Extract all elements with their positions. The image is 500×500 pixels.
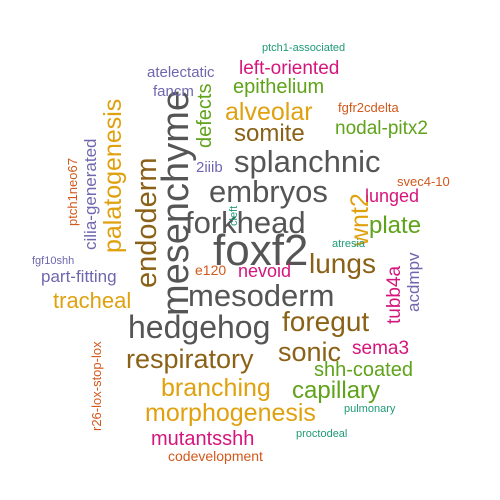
word-fgfr2cdelta: fgfr2cdelta [338,100,399,115]
word-tracheal: tracheal [53,288,132,313]
word-tubb4a: tubb4a [384,265,405,324]
word-branching: branching [161,374,271,402]
word-plate: plate [369,212,422,239]
word-e120: e120 [195,262,227,278]
word-proctodeal: proctodeal [296,428,348,440]
word-sonic: sonic [278,337,342,367]
word-defects: defects [194,83,216,148]
word-somite: somite [234,120,305,147]
word-r26-lox-stop-lox: r26-lox-stop-lox [89,341,104,431]
word-pulmonary: pulmonary [344,403,396,415]
word-lungs: lungs [309,248,376,279]
word-foxf2: foxf2 [213,226,309,275]
word-part-fitting: part-fitting [41,267,117,286]
word-hedgehog: hedgehog [128,309,271,345]
word-alveolar: alveolar [225,98,313,126]
word-left-oriented: left-oriented [239,58,340,79]
word-respiratory: respiratory [126,344,254,374]
word-acdmpv: acdmpv [404,252,423,312]
word-atresia: atresia [332,238,366,250]
word-cleft: cleft [228,205,240,226]
word-sema3: sema3 [352,338,410,359]
word-palatogenesis: palatogenesis [99,98,127,253]
word-forkhead: forkhead [185,205,306,240]
word-ptch1neo67: ptch1neo67 [65,158,80,226]
word-morphogenesis: morphogenesis [145,399,316,427]
word-nodal-pitx2: nodal-pitx2 [335,118,428,139]
word-cilia-generated: cilia-generated [81,138,100,250]
word-fancm: fancm [153,83,194,100]
word-embryos: embryos [209,174,328,209]
word-ptch1-associated: ptch1-associated [262,42,346,54]
word-foregut: foregut [282,306,370,337]
word-nevoid: nevoid [238,261,292,281]
word-endoderm: endoderm [131,157,163,288]
word-lunged: lunged [365,186,420,206]
word-mutantsshh: mutantsshh [151,428,255,450]
word-splanchnic: splanchnic [234,144,381,179]
word-epithelium: epithelium [233,76,325,98]
word-codevelopment: codevelopment [168,448,263,464]
word-svec4-10: svec4-10 [397,174,450,189]
word-mesoderm: mesoderm [188,278,335,313]
word-atelectatic: atelectatic [147,64,215,81]
word-shh-coated: shh-coated [314,359,413,381]
word-fgf10shh: fgf10shh [32,255,75,267]
word-capillary: capillary [292,377,381,404]
word-2iiib: 2iiib [196,159,223,176]
